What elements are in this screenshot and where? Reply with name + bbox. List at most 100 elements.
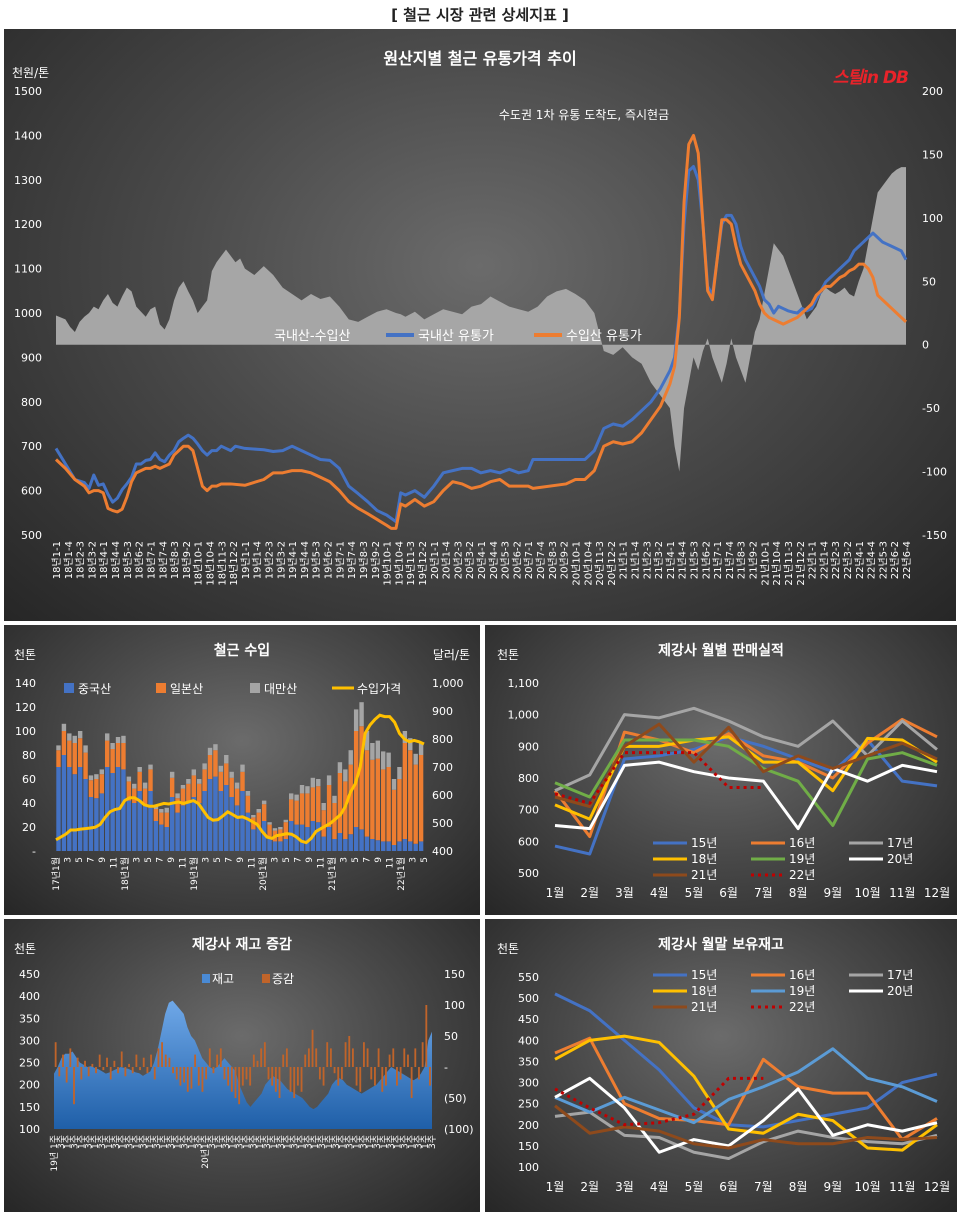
bar-china	[126, 800, 132, 851]
y-tick-label: 1500	[14, 85, 42, 98]
x-tick-label: 10월	[854, 886, 880, 900]
legend-label: 17년	[887, 836, 913, 850]
x-tick-label: 21년3-2	[653, 541, 665, 579]
x-tick-label: 7월	[754, 886, 773, 900]
bar-taiwan	[310, 777, 316, 788]
x-tick-label: 20년1-1	[429, 541, 441, 579]
y2-tick-label: 150	[444, 968, 465, 981]
bar-taiwan	[67, 733, 72, 741]
bar-taiwan	[316, 779, 321, 787]
bar-taiwan	[110, 743, 115, 749]
change-bar	[87, 1067, 90, 1077]
legend-label: 15년	[691, 836, 717, 850]
x-tick-label: 18년7-4	[157, 541, 169, 579]
change-bar	[150, 1054, 152, 1067]
bar-japan	[397, 779, 402, 842]
bar-japan	[88, 780, 94, 797]
x-tick-label: 19년7-4	[346, 541, 358, 579]
y-tick-label: 150	[518, 1140, 539, 1153]
bar-taiwan	[207, 747, 213, 755]
bar-taiwan	[218, 765, 224, 772]
bar-taiwan	[391, 779, 397, 790]
x-tick-label: 18년12-2	[228, 541, 240, 586]
x-tick-label: 11	[386, 857, 396, 868]
x-tick-label: 21년9-2	[748, 541, 760, 579]
bar-china	[94, 798, 99, 851]
bar-china	[83, 779, 88, 851]
bar-taiwan	[202, 763, 207, 770]
x-tick-label: 19년11-3	[405, 541, 417, 586]
x-tick-label: 5	[420, 857, 430, 863]
bar-taiwan	[321, 803, 326, 811]
bar-china	[272, 841, 278, 851]
bar-taiwan	[234, 782, 240, 789]
change-bar	[62, 1054, 64, 1067]
y2-tick-label: 0	[922, 339, 929, 352]
x-tick-label: 3주	[221, 1135, 232, 1149]
change-bar	[69, 1048, 72, 1067]
change-bar	[109, 1067, 112, 1080]
bar-japan	[229, 777, 234, 797]
y-tick-label: 600	[21, 485, 42, 498]
y-tick-label: 900	[21, 351, 42, 364]
x-tick-label: 21년10-4	[771, 541, 783, 586]
x-tick-label: 3주	[345, 1135, 356, 1149]
x-tick-label: 18년9-2	[181, 541, 193, 579]
x-tick-label: 22년4-1	[854, 541, 866, 579]
x-tick-label: 1주	[406, 1135, 417, 1149]
bar-taiwan	[56, 745, 61, 751]
x-tick-label: 7	[225, 857, 235, 863]
bar-japan	[234, 788, 240, 806]
x-tick-label: 7	[156, 857, 166, 863]
inventory-change-chart: 제강사 재고 증감 천톤 100 150 200 250 300 350 400 450 (100)…	[14, 936, 474, 1172]
x-tick-label: 22년1-4	[818, 541, 830, 579]
bar-china	[299, 824, 305, 851]
bar-china	[245, 812, 251, 851]
bar-japan	[99, 774, 105, 794]
y-tick-label: 450	[19, 968, 40, 981]
x-tick-label: 19년10-4	[393, 541, 405, 586]
legend-label: 일본산	[170, 682, 203, 696]
change-bar	[340, 1067, 343, 1080]
x-tick-label: 21년5-3	[689, 541, 701, 579]
y-tick-label: 350	[518, 1055, 539, 1068]
change-bar	[329, 1048, 332, 1067]
y-tick-label: 40	[22, 797, 36, 810]
y-tick-label: 1200	[14, 218, 42, 231]
bar-taiwan	[175, 793, 180, 799]
x-tick-label: 5	[351, 857, 361, 863]
bar-japan	[386, 767, 391, 842]
bar-japan	[105, 740, 110, 767]
bar-taiwan	[332, 795, 337, 803]
bar-japan	[72, 743, 77, 775]
y-tick-label: 1000	[14, 307, 42, 320]
bar-china	[175, 812, 180, 851]
bar-japan	[359, 726, 364, 830]
bar-japan	[418, 755, 424, 842]
x-tick-label: 3주	[97, 1135, 108, 1149]
x-tick-label: 21년4-4	[677, 541, 689, 579]
x-tick-label: 6월	[719, 1180, 738, 1194]
x-tick-label: 5	[282, 857, 292, 863]
bar-china	[370, 839, 375, 851]
change-bar	[348, 1036, 351, 1067]
legend-label: 수입가격	[357, 682, 401, 696]
x-tick-label: 19년7-1	[334, 541, 346, 579]
change-bar	[208, 1048, 211, 1067]
change-bar	[333, 1067, 336, 1074]
x-tick-label: 3	[271, 857, 281, 863]
x-tick-label: 22년6-2	[889, 541, 901, 579]
x-tick-label: 9	[98, 857, 108, 863]
x-tick-label: 1주	[159, 1135, 170, 1149]
legend-swatch	[156, 683, 166, 693]
bar-taiwan	[299, 785, 305, 794]
bar-china	[348, 834, 353, 851]
y2-tick-label: 50	[444, 1030, 458, 1043]
bar-japan	[256, 812, 261, 827]
bar-japan	[126, 781, 132, 801]
y-tick-label: 250	[19, 1057, 40, 1070]
x-tick-label: 4월	[650, 886, 669, 900]
y-tick-label: 800	[518, 772, 539, 785]
x-tick-label: 3주	[358, 1135, 369, 1149]
bar-china	[353, 827, 359, 851]
